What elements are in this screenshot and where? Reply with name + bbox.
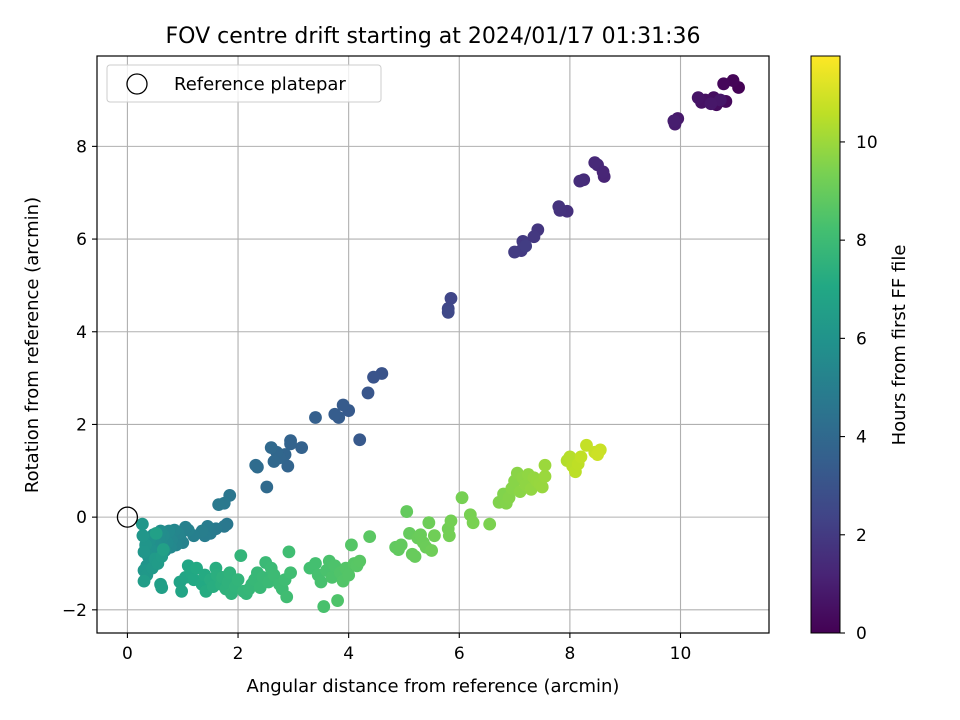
data-point bbox=[361, 386, 375, 400]
data-point bbox=[573, 174, 587, 188]
x-tick-label: 10 bbox=[670, 644, 692, 664]
scatter-points bbox=[116, 74, 745, 613]
axes-frame bbox=[96, 55, 770, 634]
grid bbox=[97, 56, 769, 633]
data-point bbox=[363, 530, 377, 544]
legend-marker-reference bbox=[126, 73, 148, 95]
data-point bbox=[284, 566, 297, 580]
data-point bbox=[483, 517, 497, 531]
x-tick-label: 4 bbox=[343, 644, 354, 664]
data-point bbox=[425, 544, 439, 557]
colorbar-label: Hours from first FF file bbox=[889, 245, 910, 446]
data-point bbox=[508, 245, 521, 259]
data-point bbox=[156, 543, 170, 556]
data-point bbox=[394, 538, 408, 552]
colorbar-tick-label: 2 bbox=[856, 526, 867, 546]
chart-title: FOV centre drift starting at 2024/01/17 … bbox=[166, 24, 701, 49]
data-point bbox=[234, 549, 248, 563]
colorbar-ticks: 0 2 4 6 8 10 bbox=[840, 133, 878, 644]
colorbar: 0 2 4 6 8 10 Hours from first FF file bbox=[810, 55, 910, 644]
data-point bbox=[552, 200, 566, 214]
data-point bbox=[519, 239, 533, 253]
data-point bbox=[367, 370, 380, 384]
data-point bbox=[155, 581, 169, 594]
data-point bbox=[353, 554, 367, 568]
data-point bbox=[331, 594, 344, 607]
data-point bbox=[264, 441, 278, 455]
data-point bbox=[538, 469, 552, 483]
y-tick-label: −2 bbox=[62, 601, 87, 621]
data-point bbox=[444, 514, 458, 528]
data-point bbox=[444, 291, 458, 305]
data-point bbox=[295, 441, 309, 455]
data-point bbox=[345, 538, 358, 552]
data-point bbox=[466, 516, 480, 530]
data-point bbox=[149, 526, 163, 540]
data-point bbox=[267, 568, 281, 582]
data-point bbox=[137, 545, 151, 559]
colorbar-gradient bbox=[810, 55, 841, 634]
data-point bbox=[284, 437, 297, 451]
data-point bbox=[309, 557, 322, 570]
data-point bbox=[538, 458, 552, 472]
data-point bbox=[282, 545, 296, 559]
data-point bbox=[317, 600, 331, 613]
data-point bbox=[422, 516, 436, 530]
data-point bbox=[280, 590, 294, 604]
x-tick-label: 8 bbox=[564, 644, 575, 664]
x-axis-label: Angular distance from reference (arcmin) bbox=[247, 676, 620, 697]
data-point bbox=[314, 575, 328, 589]
y-axis-label: Rotation from reference (arcmin) bbox=[22, 197, 43, 493]
data-point bbox=[336, 398, 350, 412]
axis-ticks: 0 2 4 6 8 10 −2 0 2 4 6 8 bbox=[62, 137, 691, 664]
data-point bbox=[588, 156, 602, 169]
reference-platepar-marker bbox=[116, 506, 139, 528]
data-point bbox=[231, 573, 245, 587]
data-point bbox=[591, 448, 604, 461]
data-point bbox=[704, 97, 718, 111]
data-point bbox=[249, 458, 263, 472]
data-point bbox=[212, 498, 226, 512]
colorbar-tick-label: 10 bbox=[856, 133, 878, 153]
data-point bbox=[691, 91, 705, 105]
colorbar-tick-label: 4 bbox=[856, 428, 867, 448]
legend: Reference platepar bbox=[106, 64, 382, 103]
data-point bbox=[342, 568, 356, 582]
y-tick-label: 4 bbox=[76, 323, 87, 343]
data-point bbox=[535, 480, 549, 494]
x-tick-label: 2 bbox=[233, 644, 244, 664]
y-tick-label: 8 bbox=[76, 137, 87, 157]
y-tick-label: 2 bbox=[76, 415, 87, 435]
y-tick-label: 6 bbox=[76, 230, 87, 250]
x-tick-label: 0 bbox=[122, 644, 133, 664]
y-tick-label: 0 bbox=[76, 508, 87, 528]
data-point bbox=[667, 114, 681, 128]
colorbar-tick-label: 6 bbox=[856, 329, 867, 349]
data-point bbox=[281, 459, 295, 473]
data-point bbox=[353, 433, 367, 447]
data-point bbox=[400, 505, 414, 518]
data-point bbox=[267, 455, 281, 468]
data-point bbox=[527, 230, 541, 244]
data-point bbox=[717, 77, 731, 91]
legend-entry-reference-platepar: Reference platepar bbox=[174, 74, 346, 95]
data-point bbox=[442, 529, 456, 543]
data-point bbox=[137, 574, 151, 588]
colorbar-tick-label: 8 bbox=[856, 231, 867, 251]
colorbar-tick-label: 0 bbox=[856, 624, 867, 644]
data-point bbox=[455, 491, 469, 505]
data-point bbox=[136, 529, 150, 543]
data-point bbox=[574, 450, 588, 464]
data-point bbox=[175, 584, 189, 598]
legend-box bbox=[106, 64, 382, 103]
data-point bbox=[328, 407, 342, 421]
x-tick-label: 6 bbox=[454, 644, 465, 664]
data-point bbox=[135, 517, 149, 531]
data-point bbox=[260, 480, 274, 494]
data-point bbox=[309, 411, 322, 424]
data-point bbox=[408, 550, 422, 563]
data-point bbox=[441, 305, 455, 319]
data-point bbox=[427, 529, 441, 543]
